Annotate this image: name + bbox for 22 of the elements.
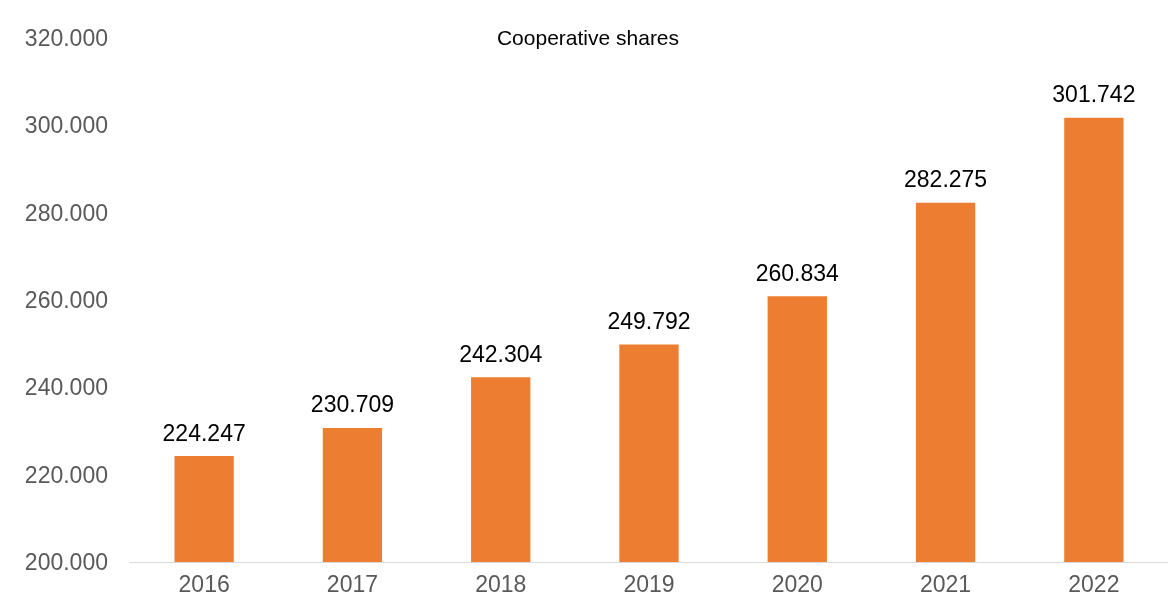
data-label: 301.742	[1052, 81, 1136, 108]
data-label: 224.247	[162, 419, 246, 446]
y-tick-label: 300.000	[24, 112, 108, 139]
x-tick-label: 2021	[919, 570, 972, 597]
data-label: 249.792	[607, 308, 691, 335]
y-tick-label: 260.000	[24, 287, 108, 313]
x-tick-label: 2022	[1068, 570, 1120, 597]
x-tick-label: 2019	[623, 570, 675, 597]
x-tick-label: 2017	[326, 570, 379, 597]
y-tick-label: 320.000	[24, 25, 108, 51]
x-tick-label: 2018	[475, 570, 527, 597]
data-label: 230.709	[310, 391, 394, 418]
chart-title: Cooperative shares	[496, 26, 680, 49]
y-tick-label: 220.000	[24, 461, 108, 488]
y-tick-label: 240.000	[24, 374, 108, 401]
data-label: 260.834	[755, 259, 840, 286]
y-tick-label: 200.000	[24, 549, 108, 575]
x-tick-label: 2016	[178, 570, 230, 597]
data-label: 282.275	[904, 166, 988, 193]
y-tick-label: 280.000	[24, 199, 108, 226]
data-label: 242.304	[459, 340, 543, 367]
x-tick-label: 2020	[771, 570, 823, 597]
